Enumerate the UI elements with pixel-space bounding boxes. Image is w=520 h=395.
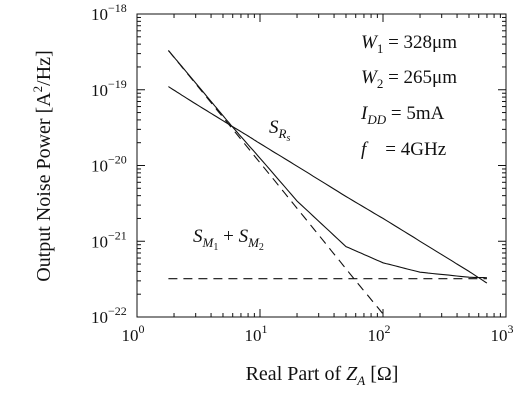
param-w1-sub: 1: [377, 41, 384, 56]
x-axis-title-sub: A: [356, 373, 365, 388]
plot-frame: [136, 13, 507, 318]
x-axis-title: Real Part of ZA [Ω]: [246, 363, 399, 388]
y-tick-label-exp: −21: [108, 228, 127, 242]
param-w1-value: = 328μm: [383, 32, 457, 53]
y-tick-label-exp: −18: [108, 1, 127, 15]
y-tick-label-base: 10: [91, 308, 108, 327]
param-idd-var: I: [360, 103, 369, 124]
x-axis-title-var: Z: [346, 363, 358, 385]
series-layer: [167, 50, 488, 315]
label-s-rs-var: S: [269, 117, 279, 138]
param-idd-value: = 5mA: [386, 103, 444, 124]
param-w2-value: = 265μm: [383, 67, 457, 88]
y-tick-label: 10−20: [91, 153, 127, 176]
x-tick-label: 102: [368, 322, 391, 345]
param-w2-sub: 2: [377, 76, 384, 91]
x-tick-label: 100: [122, 322, 145, 345]
label-s-m1-sub: M: [202, 235, 215, 250]
label-s-m2-subsub: 2: [259, 242, 264, 253]
x-tick-label-base: 10: [491, 326, 508, 345]
x-tick-label: 101: [245, 322, 268, 345]
y-tick-label: 10−21: [91, 228, 127, 251]
label-s-m: SM1 + SM2: [193, 226, 264, 253]
x-tick-label-exp: 3: [508, 322, 514, 336]
x-tick-label-base: 10: [368, 326, 385, 345]
x-axis-ticks: 100 101 102 103: [122, 14, 514, 345]
param-w2-var: W: [361, 67, 379, 88]
label-s-rs: SRs: [269, 117, 290, 144]
series-line-2: [167, 50, 487, 279]
y-axis-title: Output Noise Power [A2/Hz]: [30, 50, 55, 281]
y-tick-label: 10−22: [91, 304, 127, 327]
x-tick-label-base: 10: [122, 326, 139, 345]
label-s-m1-subsub: 1: [213, 242, 218, 253]
param-w1-var: W: [361, 32, 379, 53]
y-axis-title-main: Output Noise Power [A: [33, 92, 55, 282]
param-f-value: = 4GHz: [366, 139, 446, 160]
y-tick-label-base: 10: [91, 157, 108, 176]
parameter-annotations: W1 = 328μm W2 = 265μm IDD = 5mA f = 4GHz: [360, 32, 457, 160]
x-tick-label-exp: 1: [262, 322, 268, 336]
param-idd: IDD = 5mA: [360, 103, 445, 127]
y-axis-title-rest: /Hz]: [33, 50, 55, 86]
series-line-3: [167, 50, 384, 315]
param-idd-sub: DD: [366, 112, 386, 127]
label-s-m1-var: S: [193, 226, 203, 247]
label-s-rs-sub: R: [278, 126, 287, 141]
y-tick-label: 10−18: [91, 1, 127, 24]
y-tick-label-base: 10: [91, 232, 108, 251]
x-tick-label-exp: 2: [385, 322, 391, 336]
label-s-m2-var: S: [239, 226, 249, 247]
label-s-m-plus: +: [218, 226, 238, 247]
x-tick-label-exp: 0: [139, 322, 145, 336]
x-tick-label: 103: [491, 322, 514, 345]
label-s-m2-sub: M: [247, 235, 260, 250]
y-tick-label-exp: −20: [108, 153, 127, 167]
y-tick-label-exp: −22: [108, 304, 127, 318]
y-tick-label-exp: −19: [108, 77, 127, 91]
param-w2: W2 = 265μm: [361, 67, 457, 91]
param-f-var: f: [361, 139, 369, 160]
label-s-rs-subsub: s: [286, 133, 290, 144]
y-axis-title-sup: 2: [30, 86, 45, 93]
param-w1: W1 = 328μm: [361, 32, 457, 56]
param-f: f = 4GHz: [361, 139, 446, 160]
x-axis-title-main: Real Part of: [246, 363, 347, 385]
x-axis-title-unit: [Ω]: [365, 363, 398, 385]
series-line-1: [168, 86, 488, 284]
y-tick-label: 10−19: [91, 77, 127, 100]
y-tick-label-base: 10: [91, 5, 108, 24]
x-tick-label-base: 10: [245, 326, 262, 345]
y-tick-label-base: 10: [91, 81, 108, 100]
